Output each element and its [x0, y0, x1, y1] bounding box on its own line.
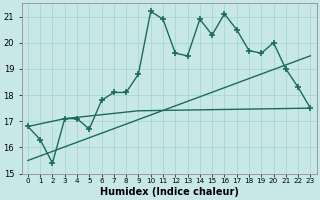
X-axis label: Humidex (Indice chaleur): Humidex (Indice chaleur) [100, 187, 239, 197]
